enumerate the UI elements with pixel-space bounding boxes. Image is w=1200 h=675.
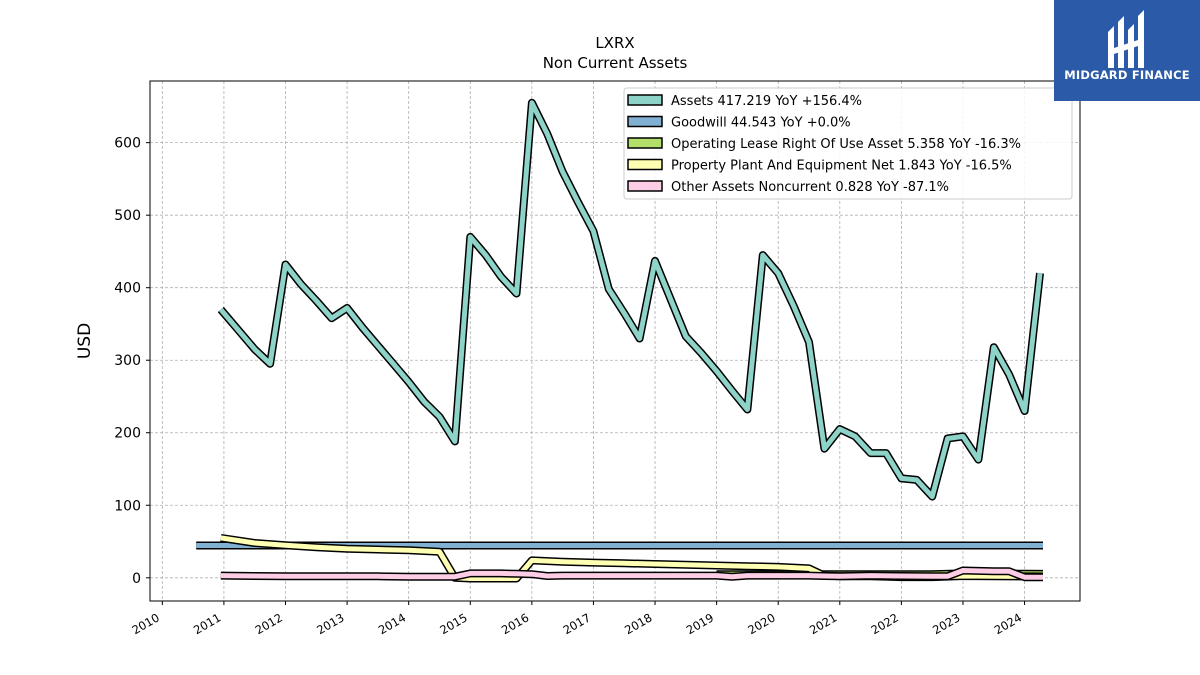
x-tick-label: 2018 — [622, 610, 654, 637]
chart-subtitle: Non Current Assets — [543, 54, 688, 72]
y-tick-label: 600 — [114, 136, 141, 152]
plot-area-frame — [149, 80, 1081, 602]
chart-title: LXRX — [595, 34, 634, 52]
y-axis-label: USD — [75, 323, 95, 359]
midgard-finance-logo: MIDGARD FINANCE — [1054, 0, 1200, 101]
y-tick-label: 0 — [132, 571, 141, 587]
x-tick-label: 2017 — [561, 610, 593, 637]
y-tick-label: 200 — [114, 426, 141, 442]
x-tick-label: 2022 — [869, 610, 901, 637]
legend: Assets 417.219 YoY +156.4% Goodwill 44.54… — [623, 87, 1073, 200]
x-tick-label: 2013 — [314, 610, 346, 637]
x-tick-label: 2020 — [745, 610, 777, 637]
x-tick-label: 2016 — [499, 610, 531, 637]
legend-label: Other Assets Noncurrent 0.828 YoY -87.1% — [671, 180, 949, 195]
legend-swatch — [627, 94, 663, 106]
x-tick-label: 2023 — [930, 610, 962, 637]
x-tick-label: 2024 — [992, 610, 1024, 637]
legend-label: Goodwill 44.543 YoY +0.0% — [671, 116, 851, 131]
logo-text: MIDGARD FINANCE — [1064, 68, 1190, 82]
x-tick-label: 2021 — [807, 610, 839, 637]
x-tick-label: 2011 — [191, 610, 223, 637]
legend-label: Assets 417.219 YoY +156.4% — [671, 94, 862, 109]
legend-swatch — [627, 158, 663, 171]
series-stroke — [220, 568, 1043, 580]
series-stroke — [218, 100, 1043, 500]
legend-swatch — [627, 115, 663, 128]
y-tick-label: 400 — [114, 281, 141, 297]
legend-box — [623, 87, 1073, 200]
x-tick-label: 2012 — [253, 610, 285, 637]
x-tick-label: 2015 — [437, 610, 469, 637]
y-tick-label: 300 — [114, 353, 141, 369]
y-tick-label: 500 — [114, 208, 141, 224]
x-tick-label: 2019 — [684, 610, 716, 637]
legend-swatch — [627, 180, 663, 192]
series-line-0 — [217, 98, 1044, 501]
series-layer — [196, 98, 1044, 583]
y-tick-label: 100 — [114, 498, 141, 514]
legend-swatch — [627, 137, 663, 149]
logo-mark-icon — [1108, 10, 1144, 68]
legend-label: Operating Lease Right Of Use Asset 5.358… — [671, 137, 1021, 152]
x-tick-label: 2010 — [129, 610, 161, 637]
legend-label: Property Plant And Equipment Net 1.843 Y… — [671, 159, 1012, 174]
x-tick-label: 2014 — [376, 610, 408, 637]
series-line-4 — [220, 566, 1043, 582]
